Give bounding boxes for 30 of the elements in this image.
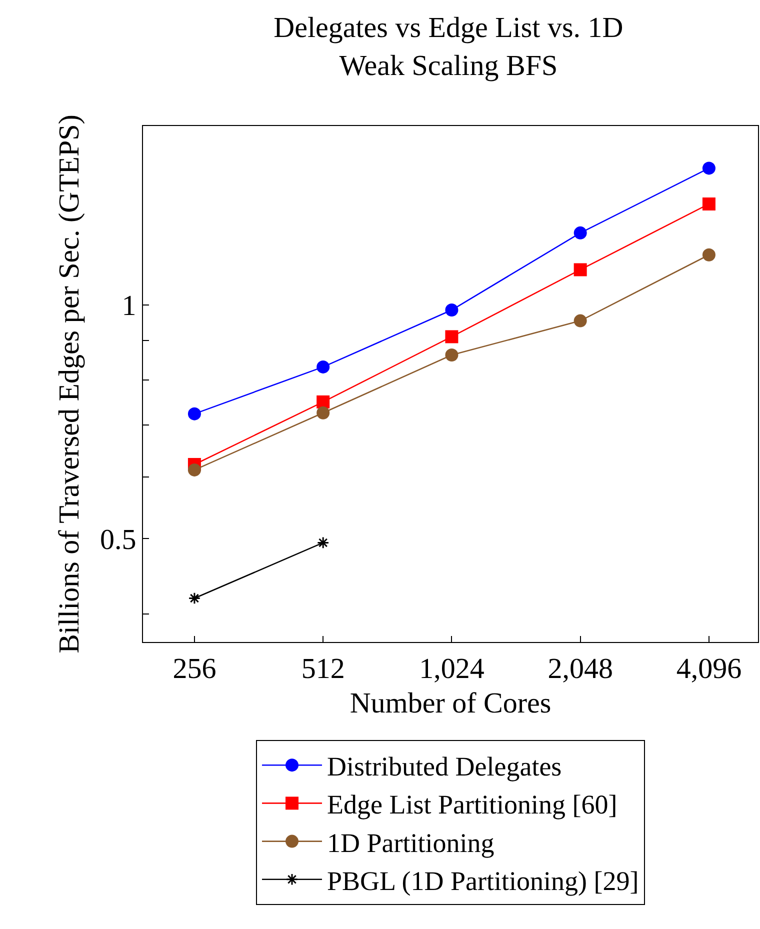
- point: [445, 348, 458, 362]
- point: [702, 162, 716, 175]
- legend-label: PBGL (1D Partitioning) [29]: [327, 866, 639, 896]
- x-tick-label: 512: [301, 652, 345, 685]
- point: [702, 197, 716, 210]
- point: [188, 592, 201, 604]
- point: [574, 314, 587, 328]
- x-axis-title: Number of Cores: [350, 688, 552, 720]
- legend-label: Edge List Partitioning [60]: [327, 790, 618, 820]
- point: [316, 536, 330, 549]
- chart-title: Delegates vs Edge List vs. 1D Weak Scaling BFS: [274, 12, 624, 82]
- x-tick-label: 1,024: [419, 652, 485, 685]
- point: [316, 360, 330, 374]
- point: [316, 406, 330, 420]
- point: [316, 395, 330, 408]
- x-tick-label: 2,048: [548, 652, 613, 685]
- point: [574, 263, 587, 276]
- point: [188, 407, 201, 420]
- point: [445, 330, 458, 344]
- point: [574, 226, 587, 240]
- y-tick-label: 1: [122, 290, 136, 322]
- point: [702, 248, 716, 262]
- y-axis-title: Billions of Traversed Edges per Sec. (GTEPS): [53, 114, 86, 654]
- y-tick-label: 0.5: [100, 524, 136, 556]
- x-tick-label: 4,096: [676, 652, 742, 685]
- legend-label: 1D Partitioning: [327, 828, 494, 858]
- x-tick-label: 256: [172, 652, 216, 685]
- legend-label: Distributed Delegates: [327, 752, 562, 782]
- point: [188, 463, 201, 476]
- point: [445, 304, 458, 317]
